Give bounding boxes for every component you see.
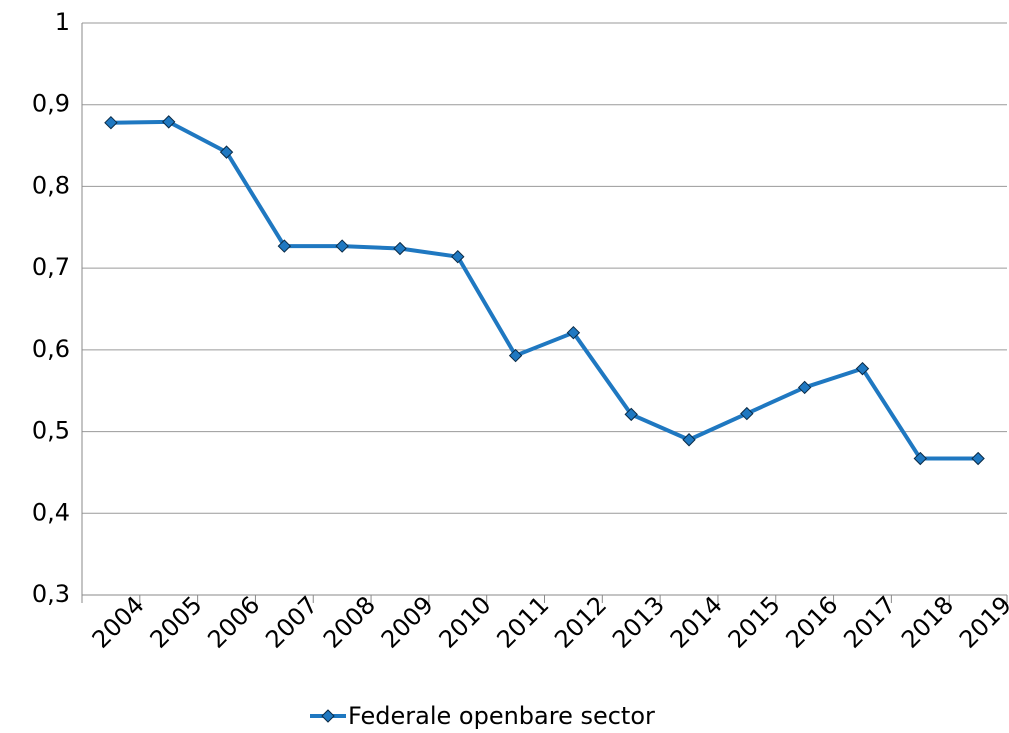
y-tick-label: 0,6 xyxy=(32,335,70,363)
legend-marker xyxy=(321,709,335,723)
data-point xyxy=(740,406,754,421)
data-point xyxy=(855,361,870,376)
data-point xyxy=(219,145,234,159)
data-point xyxy=(797,380,812,395)
data-line xyxy=(110,119,979,461)
data-point xyxy=(566,325,581,340)
data-point xyxy=(451,249,465,264)
y-tick-label: 0,9 xyxy=(32,90,70,118)
data-point xyxy=(624,407,638,422)
y-tick-label: 0,5 xyxy=(32,417,70,445)
data-point xyxy=(335,239,349,253)
y-tick-label: 0,7 xyxy=(32,253,70,281)
y-tick-label: 0,8 xyxy=(32,171,70,199)
data-point xyxy=(971,451,985,466)
data-point xyxy=(682,433,696,447)
data-point xyxy=(508,348,523,363)
legend: Federale openbare sector xyxy=(310,702,655,730)
data-point xyxy=(913,451,927,466)
x-tick-label: 2019 xyxy=(954,591,1009,654)
data-point xyxy=(277,239,292,253)
data-point xyxy=(393,241,407,256)
data-point xyxy=(104,115,118,130)
y-tick-label: 0,3 xyxy=(32,580,70,608)
legend-label: Federale openbare sector xyxy=(348,702,655,730)
y-tick-label: 0,4 xyxy=(32,498,70,526)
data-point xyxy=(162,115,176,129)
y-tick-label: 1 xyxy=(55,8,70,36)
